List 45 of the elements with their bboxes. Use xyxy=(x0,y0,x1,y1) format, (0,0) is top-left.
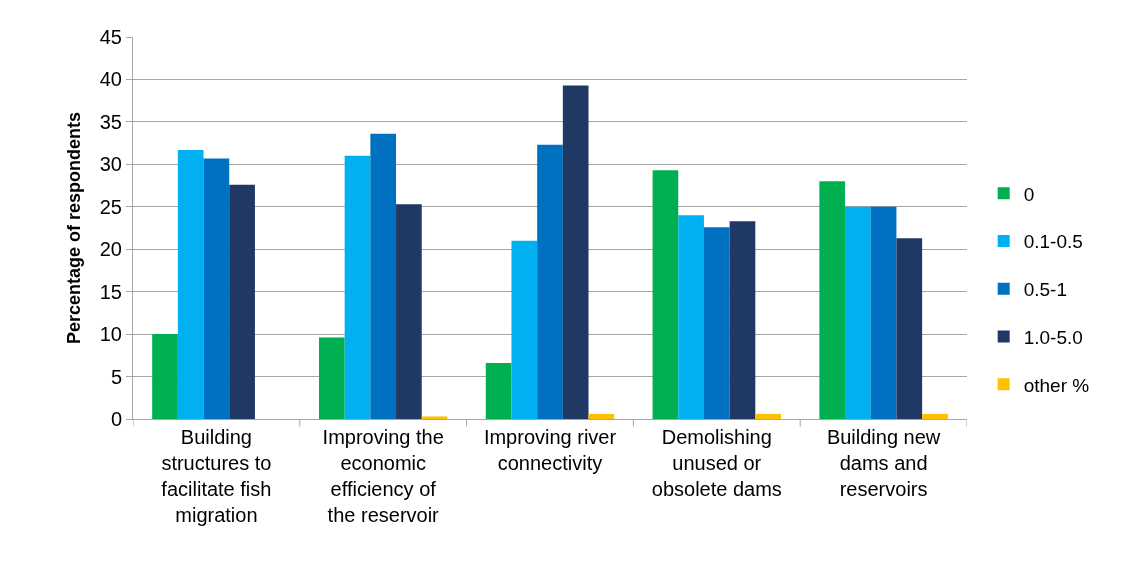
y-tick-label: 30 xyxy=(99,153,122,176)
y-tick-label: 35 xyxy=(99,110,122,133)
bar xyxy=(922,413,948,419)
x-tick-label: Improving the economic efficiency of the reservoir xyxy=(322,426,444,526)
bar xyxy=(370,133,397,419)
y-tick-label: 20 xyxy=(99,238,122,261)
bar xyxy=(870,206,897,419)
bar xyxy=(652,170,679,419)
bar xyxy=(588,413,615,419)
bar xyxy=(896,238,923,419)
bar xyxy=(729,221,756,419)
bar xyxy=(152,334,178,419)
legend-label: 0 xyxy=(1023,183,1035,205)
y-tick-label: 5 xyxy=(110,365,122,388)
bar xyxy=(703,227,730,419)
y-axis-title: Percentage of respondents xyxy=(63,111,84,345)
bar xyxy=(203,158,230,419)
bar xyxy=(562,85,589,419)
x-tick-label: Building new dams and reservoirs xyxy=(826,426,941,500)
legend-label: other % xyxy=(1023,374,1090,396)
bar xyxy=(511,240,538,419)
bar xyxy=(396,204,422,419)
bar xyxy=(845,206,871,419)
x-tick-label: Building structures to facilitate fish migration xyxy=(161,426,272,526)
bar xyxy=(344,155,371,419)
y-tick-label: 40 xyxy=(99,68,122,91)
bar xyxy=(485,362,512,419)
bar xyxy=(177,149,204,419)
y-tick-label: 45 xyxy=(99,26,122,48)
x-tick-label: Demolishing unused or obsolete dams xyxy=(651,426,782,500)
y-tick-label: 0 xyxy=(110,408,122,430)
x-tick-label: Improving river connectivity xyxy=(483,426,617,474)
legend-label: 0.1-0.5 xyxy=(1023,231,1083,253)
bar xyxy=(537,144,563,419)
bar xyxy=(421,416,448,419)
bar xyxy=(819,181,846,419)
bar xyxy=(755,413,782,419)
y-tick-label: 15 xyxy=(99,280,122,303)
bar xyxy=(229,184,255,419)
y-tick-label: 25 xyxy=(99,195,122,218)
y-tick-label: 10 xyxy=(99,323,122,346)
legend-label: 0.5-1 xyxy=(1023,279,1067,301)
bar xyxy=(678,215,704,419)
bar xyxy=(318,337,345,419)
legend-label: 1.0-5.0 xyxy=(1023,326,1083,348)
